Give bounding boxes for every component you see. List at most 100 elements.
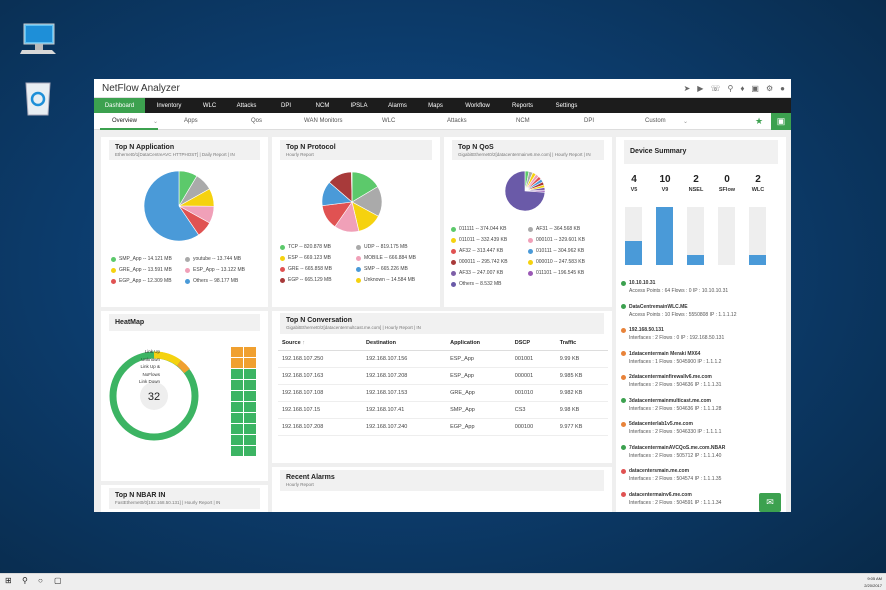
nav-alarms[interactable]: Alarms [388,102,407,109]
tab-dpi[interactable]: DPI [584,118,595,124]
rocket-icon[interactable]: ➤ [683,83,691,93]
heatmap-donut-chart[interactable]: 32 [107,346,203,446]
heatmap-cell[interactable] [231,369,243,379]
tab-overview[interactable]: Overview [112,118,138,124]
table-row[interactable]: 192.168.107.250 192.168.107.156 ESP_App 001… [278,350,608,368]
device-name[interactable]: 1datacentermain Meraki MX64 [629,350,701,357]
device-name[interactable]: 10.10.10.31 [629,280,656,286]
device-name[interactable]: DataCentremainWLC.ME [629,303,688,310]
device-name[interactable]: datacentersmain.me.com [629,468,690,474]
nav-workflow[interactable]: Workflow [465,102,490,109]
device-name[interactable]: 3datacentermainmulticast.me.com [629,397,711,404]
heatmap-cell[interactable] [231,358,243,368]
tab-wlc[interactable]: WLC [382,118,396,124]
chevron-down-icon[interactable]: ⌄ [153,119,159,125]
device-name[interactable]: 2datacentermainfirewallv6.me.com [629,374,712,380]
heatmap-cell[interactable] [231,402,243,412]
column-header-destination[interactable]: Destination [362,336,447,351]
device-name[interactable]: datacentermainv6.me.com [629,491,692,498]
column-header-dscp[interactable]: DSCP [510,336,556,351]
column-header-traffic[interactable]: Traffic [555,336,608,351]
heatmap-cell[interactable] [231,380,243,390]
chevron-down-icon[interactable]: ⌄ [683,119,689,125]
recycle-bin-icon[interactable] [18,77,58,117]
device-list-item[interactable]: 10.10.10.31 Access Points : 64 Flows : 0 … [621,279,728,295]
heatmap-cell[interactable] [244,402,256,412]
heatmap-cell[interactable] [231,391,243,401]
qos-pie-chart[interactable] [505,171,545,211]
device-list-item[interactable]: datacentersmain.me.com Interfaces : 2 Flo… [621,467,721,483]
stat-bar[interactable] [656,207,673,265]
this-pc-icon[interactable] [18,20,58,60]
nav-dpi[interactable]: DPI [280,102,291,109]
pie-slice[interactable] [144,171,200,241]
heatmap-cell[interactable] [244,391,256,401]
nav-ncm[interactable]: NCM [315,102,330,109]
tab-custom[interactable]: Custom [645,118,666,124]
column-header-application[interactable]: Application [446,336,511,351]
tab-attacks[interactable]: Attacks [447,118,467,124]
nav-inventory[interactable]: Inventory [156,102,182,109]
heatmap-cell[interactable] [231,446,243,456]
widget-title[interactable]: Device Summary [630,148,687,155]
tab-qos[interactable]: Qos [251,118,263,124]
heatmap-cell[interactable] [244,369,256,379]
heatmap-cell[interactable] [231,347,243,357]
tab-apps[interactable]: Apps [184,118,198,124]
pie-slice[interactable] [351,172,353,203]
widget-title[interactable]: Top N Conversation [286,317,352,324]
clock-time[interactable]: 9:05 AM [867,576,882,581]
pie-slice[interactable] [505,171,545,211]
search-icon[interactable]: ⚲ [727,83,734,93]
device-list-item[interactable]: 2datacentermainfirewallv6.me.com Interfac… [621,373,721,389]
heatmap-cell[interactable] [231,424,243,434]
task-view-icon[interactable]: ▢ [54,576,62,585]
stat-bar[interactable] [625,207,642,265]
device-list-item[interactable]: 192.168.50.131 Interfaces : 2 Flows : 0 I… [621,326,724,342]
application-pie-chart[interactable] [144,171,214,241]
clock-date[interactable]: 2/20/2017 [864,583,882,588]
add-widget-icon[interactable]: ▣ [771,113,791,130]
device-list-item[interactable]: 7datacentermainAVCQoS.me.com.NBAR Interfa… [621,444,725,460]
stat-bar[interactable] [749,207,766,265]
nav-dashboard[interactable]: Dashboard [94,98,145,113]
widget-title[interactable]: HeatMap [115,319,145,326]
widget-title[interactable]: Recent Alarms [286,474,335,481]
support-icon[interactable]: ☏ [710,83,721,93]
table-row[interactable]: 192.168.107.163 192.168.107.208 ESP_App 000… [278,367,608,385]
start-icon[interactable]: ⊞ [5,576,12,585]
stat-bar[interactable] [718,207,735,265]
nav-attacks[interactable]: Attacks [236,102,257,109]
device-list-item[interactable]: 5datacenterlab1v5.me.com Interfaces : 2 F… [621,420,721,436]
column-header-source[interactable]: Source ↑ [278,336,363,351]
tab-ncm[interactable]: NCM [516,118,530,124]
heatmap-cell[interactable] [231,413,243,423]
search-icon[interactable]: ⚲ [22,576,28,585]
device-icon[interactable]: ▣ [751,83,759,93]
gear-icon[interactable]: ⚙ [765,83,774,93]
table-row[interactable]: 192.168.107.208 192.168.107.240 EGP_App 000… [278,418,608,436]
device-list-item[interactable]: 3datacentermainmulticast.me.com Interface… [621,397,721,413]
heatmap-cell[interactable] [244,424,256,434]
heatmap-cell[interactable] [244,435,256,445]
sort-arrow-icon[interactable]: ↑ [302,340,305,346]
video-icon[interactable]: ▶ [697,83,704,93]
heatmap-cell[interactable] [231,435,243,445]
tab-wan-monitors[interactable]: WAN Monitors [304,118,343,124]
device-list-item[interactable]: datacentermainv6.me.com Interfaces : 2 Fl… [621,491,721,507]
bell-icon[interactable]: ♦ [740,83,745,93]
nav-wlc[interactable]: WLC [202,102,217,109]
star-icon[interactable]: ★ [755,116,764,126]
widget-title[interactable]: Top N QoS [458,144,494,151]
nav-ipsla[interactable]: IPSLA [350,102,368,109]
nav-settings[interactable]: Settings [555,102,578,109]
device-list-item[interactable]: DataCentremainWLC.ME Access Points : 10 F… [621,303,736,319]
widget-title[interactable]: Top N Protocol [286,144,336,151]
heatmap-cell[interactable] [244,347,256,357]
widget-title[interactable]: Top N NBAR IN [115,492,166,499]
device-list-item[interactable]: 1datacentermain Meraki MX64 Interfaces : … [621,350,721,366]
heatmap-cell[interactable] [244,358,256,368]
widget-title[interactable]: Top N Application [115,144,175,151]
device-name[interactable]: 5datacenterlab1v5.me.com [629,421,693,427]
device-name[interactable]: 192.168.50.131 [629,327,664,333]
